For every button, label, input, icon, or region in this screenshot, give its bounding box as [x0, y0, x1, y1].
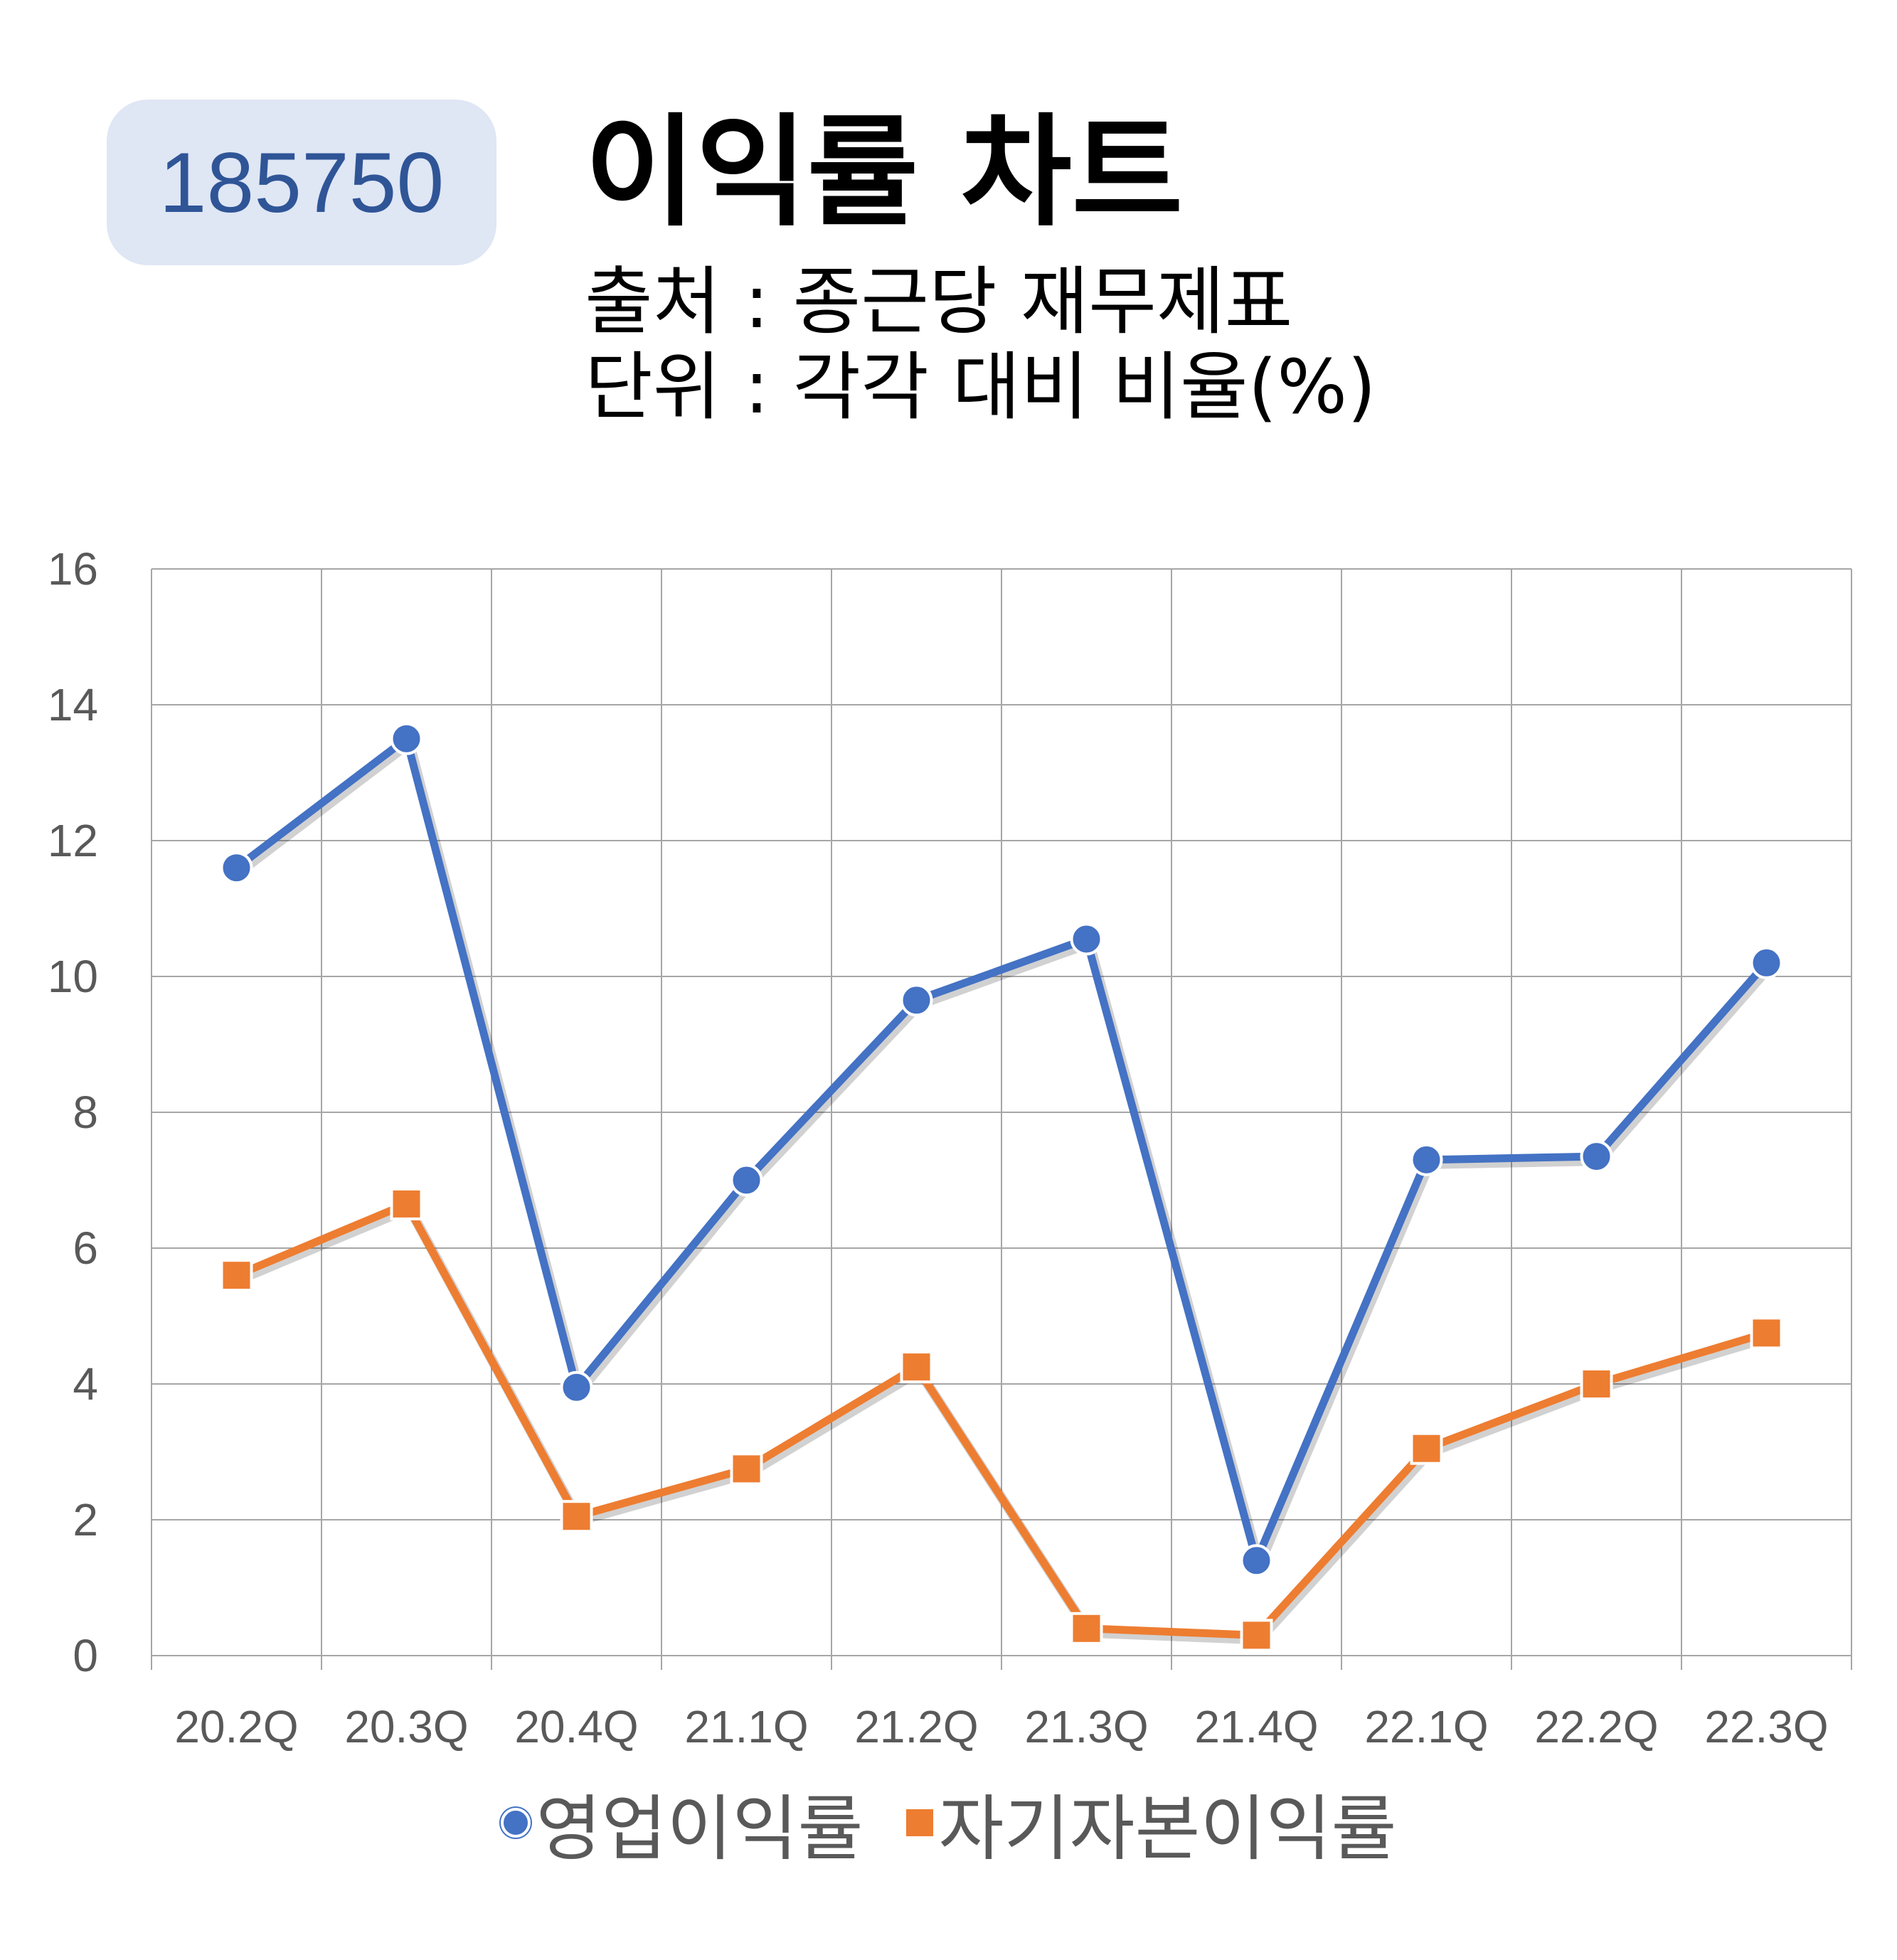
x-tick-label: 20.3Q — [344, 1701, 468, 1752]
x-tick-label: 20.2Q — [174, 1701, 298, 1752]
data-point-roe — [560, 1500, 593, 1533]
data-point-operating — [390, 722, 423, 755]
stock-code-badge: 185750 — [107, 100, 496, 265]
legend-label-roe: 자기자본이익률 — [938, 1787, 1397, 1870]
data-point-roe — [900, 1351, 933, 1384]
data-point-roe — [390, 1187, 423, 1220]
data-point-operating — [730, 1163, 763, 1197]
data-point-roe — [730, 1452, 763, 1486]
y-tick-label: 16 — [48, 543, 98, 595]
y-tick-label: 6 — [73, 1223, 98, 1274]
legend: 영업이익률 자기자본이익률 — [0, 1771, 1897, 1874]
data-point-operating — [1070, 922, 1103, 956]
data-point-operating — [1410, 1143, 1443, 1176]
series-line-operating — [233, 735, 1770, 1565]
y-tick-label: 10 — [48, 951, 98, 1002]
data-point-roe — [1580, 1368, 1613, 1400]
x-tick-label: 22.1Q — [1364, 1701, 1488, 1752]
y-tick-label: 2 — [73, 1494, 98, 1545]
unit-note: 단위 : 각각 대비 비율(%) — [585, 343, 1376, 430]
y-tick-label: 8 — [73, 1087, 98, 1138]
square-marker-icon — [905, 1809, 933, 1836]
x-tick-label: 22.3Q — [1704, 1701, 1828, 1752]
x-tick-label: 21.2Q — [854, 1701, 978, 1752]
data-point-roe — [1070, 1612, 1103, 1645]
stock-code: 185750 — [159, 134, 445, 230]
data-point-operating — [900, 984, 933, 1017]
line-chart: 0 2 4 6 8 10 12 14 16 20.2Q 20.3Q 20.4Q 21.1Q 21.2Q 21… — [48, 543, 1852, 1752]
data-point-operating — [1240, 1544, 1273, 1577]
y-tick-label: 0 — [73, 1630, 98, 1681]
data-point-operating — [1580, 1140, 1613, 1173]
data-point-roe — [220, 1259, 253, 1292]
legend-item-operating: 영업이익률 — [500, 1771, 864, 1874]
data-point-operating — [560, 1370, 593, 1404]
y-tick-label: 4 — [73, 1358, 98, 1410]
data-point-operating — [1750, 946, 1783, 979]
data-point-roe — [1240, 1619, 1273, 1652]
x-tick-label: 21.3Q — [1024, 1701, 1148, 1752]
x-tick-label: 21.4Q — [1194, 1701, 1318, 1752]
legend-label-operating: 영업이익률 — [536, 1787, 864, 1870]
circle-marker-icon — [500, 1807, 531, 1838]
data-point-roe — [1750, 1316, 1783, 1350]
legend-item-roe: 자기자본이익률 — [905, 1771, 1397, 1874]
y-tick-label: 14 — [48, 679, 98, 730]
data-point-roe — [1410, 1432, 1443, 1465]
x-tick-label: 20.4Q — [514, 1701, 638, 1752]
chart-title: 이익률 차트 — [585, 102, 1184, 243]
y-tick-label: 12 — [48, 815, 98, 866]
x-tick-label: 21.1Q — [684, 1701, 808, 1752]
series-line-roe — [233, 1200, 1770, 1639]
data-point-operating — [220, 851, 253, 885]
x-tick-label: 22.2Q — [1534, 1701, 1658, 1752]
series-line-shadow — [237, 1203, 1771, 1645]
source-note: 출처 : 종근당 재무제표 — [585, 258, 1293, 345]
